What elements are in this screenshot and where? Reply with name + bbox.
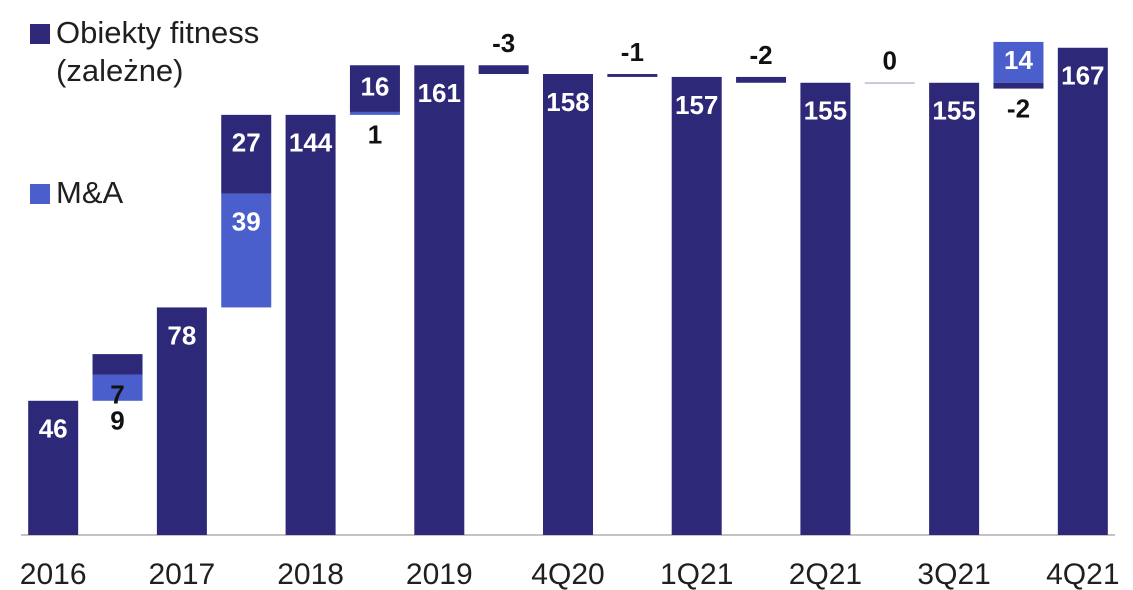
value-label: 155 xyxy=(932,96,975,126)
bar xyxy=(221,193,272,308)
x-tick-label: 2016 xyxy=(20,558,87,590)
value-label: 78 xyxy=(167,320,196,350)
value-label: -2 xyxy=(1007,93,1030,123)
bar xyxy=(607,74,658,77)
value-label: -1 xyxy=(621,37,644,67)
x-tick-label: 2019 xyxy=(406,558,473,590)
bar xyxy=(993,41,1044,83)
bar xyxy=(543,74,593,535)
bar xyxy=(800,82,851,535)
bar xyxy=(671,76,722,535)
value-label: 14 xyxy=(1004,45,1033,75)
value-label: 161 xyxy=(418,78,461,108)
bar xyxy=(156,307,207,535)
bar xyxy=(92,354,143,375)
value-label: 7 xyxy=(110,379,124,409)
legend-label: M&A xyxy=(56,175,124,210)
bar xyxy=(478,65,529,75)
value-label: 155 xyxy=(804,96,847,126)
value-label: -3 xyxy=(492,28,515,58)
value-label: 16 xyxy=(360,71,389,101)
value-label: 9 xyxy=(110,406,124,436)
bar xyxy=(349,65,400,112)
bar xyxy=(28,400,79,535)
legend-swatch xyxy=(30,24,50,44)
bar xyxy=(92,374,143,401)
value-label: 157 xyxy=(675,90,718,120)
x-tick-label: 3Q21 xyxy=(917,558,990,590)
value-label: 27 xyxy=(232,128,261,158)
value-label: 46 xyxy=(39,414,68,444)
value-label: 167 xyxy=(1061,61,1104,91)
x-tick-label: 2018 xyxy=(277,558,344,590)
bar xyxy=(929,82,980,535)
bar xyxy=(1057,47,1108,536)
value-label: 158 xyxy=(546,87,589,117)
bar xyxy=(864,82,915,84)
value-label: -2 xyxy=(749,40,772,70)
legend-item: Obiekty fitness (zależne) xyxy=(30,14,350,90)
x-tick-label: 4Q20 xyxy=(531,558,604,590)
bar xyxy=(414,65,465,536)
value-label: 144 xyxy=(289,128,333,158)
x-tick-label: 2017 xyxy=(149,558,216,590)
x-tick-label: 4Q21 xyxy=(1046,558,1119,590)
x-tick-label: 2Q21 xyxy=(789,558,862,590)
bar xyxy=(285,114,336,535)
legend-label: Obiekty fitness (zależne) xyxy=(56,15,260,88)
bar xyxy=(736,76,787,83)
value-label: 0 xyxy=(883,46,897,76)
bar xyxy=(993,82,1044,89)
bar xyxy=(221,114,272,194)
value-label: 1 xyxy=(368,120,382,150)
bar xyxy=(349,111,400,115)
legend-swatch xyxy=(30,184,50,204)
value-label: 39 xyxy=(232,207,261,237)
legend-item: M&A xyxy=(30,174,123,212)
x-tick-label: 1Q21 xyxy=(660,558,733,590)
